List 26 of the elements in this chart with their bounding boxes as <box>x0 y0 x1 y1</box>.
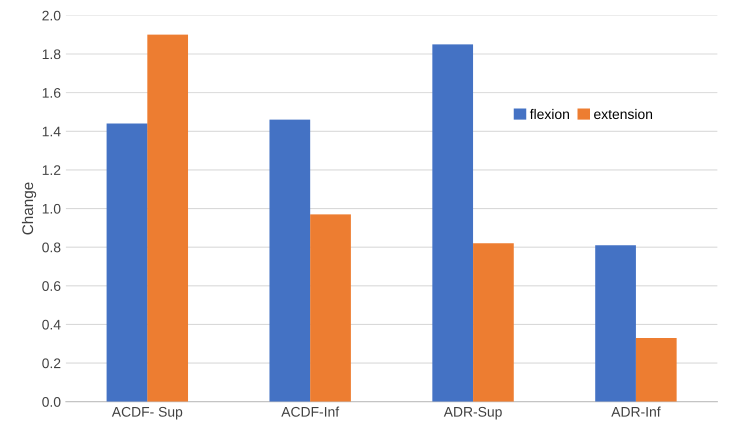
x-tick-label: ADR-Sup <box>444 406 502 420</box>
bar <box>432 44 474 402</box>
y-tick-label: 2.0 <box>42 10 60 21</box>
legend-label: extension <box>594 108 652 120</box>
bar <box>310 214 351 402</box>
y-tick-label: 0.4 <box>42 320 61 330</box>
y-tick-label: 1.4 <box>42 126 61 136</box>
y-tick-label: 1.2 <box>42 165 60 175</box>
y-axis-title: Change <box>22 182 36 235</box>
legend-label: flexion <box>530 108 569 120</box>
x-tick-label: ADR-Inf <box>611 406 661 417</box>
y-tick-label: 0.6 <box>42 281 60 291</box>
bar <box>473 243 514 402</box>
y-tick-label: 0.2 <box>42 358 60 368</box>
x-tick-label: ACDF- Sup <box>112 406 182 420</box>
bar <box>595 245 636 402</box>
x-tick-label: ACDF-Inf <box>281 406 340 417</box>
bar <box>636 338 677 402</box>
y-tick-label: 1.6 <box>42 88 60 98</box>
y-tick-label: 1.8 <box>42 49 60 60</box>
y-tick-label: 0.8 <box>42 242 60 252</box>
y-tick-label: 0.0 <box>42 397 60 407</box>
y-tick-label: 1.0 <box>42 204 60 214</box>
bar <box>269 120 310 402</box>
bar <box>106 124 148 402</box>
bar <box>147 34 188 402</box>
